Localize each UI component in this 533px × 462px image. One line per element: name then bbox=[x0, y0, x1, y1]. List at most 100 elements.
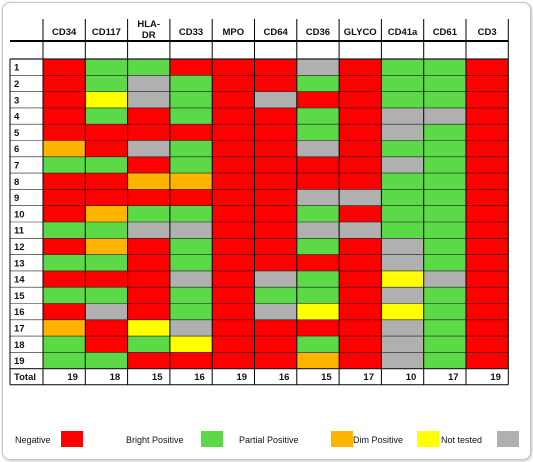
cell-row4-cd34 bbox=[43, 107, 86, 125]
column-header-cd41a: CD41a bbox=[388, 27, 418, 38]
cell-row9-mpo bbox=[212, 189, 255, 206]
cell-row19-cd61 bbox=[423, 352, 466, 369]
cell-row5-cd33 bbox=[169, 124, 213, 141]
cell-row10-cd64 bbox=[254, 205, 297, 222]
cell-row12-cd117 bbox=[85, 238, 128, 255]
cell-row9-cd61 bbox=[423, 189, 466, 206]
cell-row18-cd64 bbox=[254, 336, 297, 353]
cell-row1-cd3 bbox=[466, 59, 509, 76]
column-header-cd33: CD33 bbox=[179, 27, 203, 38]
cell-row6-cd117 bbox=[85, 140, 128, 157]
cell-row13-cd117 bbox=[85, 254, 128, 271]
cell-row6-cd34 bbox=[43, 140, 86, 157]
cell-row16-cd36 bbox=[296, 303, 340, 320]
cell-row5-cd34 bbox=[43, 124, 86, 141]
cell-row3-cd41a bbox=[381, 91, 424, 108]
cell-row11-cd64 bbox=[254, 222, 297, 239]
cell-row12-cd34 bbox=[43, 238, 86, 255]
cell-row9-cd117 bbox=[85, 189, 128, 206]
cell-row14-cd36 bbox=[296, 270, 340, 288]
cell-row19-cd64 bbox=[254, 352, 297, 369]
cell-row7-cd117 bbox=[85, 156, 128, 174]
cell-row16-cd64 bbox=[254, 303, 297, 320]
column-header-cd61: CD61 bbox=[433, 27, 458, 38]
cell-row2-cd64 bbox=[254, 75, 297, 92]
cell-row10-cd3 bbox=[466, 205, 509, 222]
cell-row8-cd34 bbox=[43, 173, 86, 190]
cell-row18-cd36 bbox=[296, 336, 340, 353]
cell-row15-cd36 bbox=[296, 287, 340, 304]
cell-row7-cd61 bbox=[423, 156, 466, 174]
cell-row15-hladr bbox=[127, 287, 170, 304]
cell-row10-glyco bbox=[339, 205, 382, 222]
cell-row19-cd34 bbox=[43, 352, 86, 369]
cell-row18-hladr bbox=[127, 336, 170, 353]
cell-row7-cd36 bbox=[296, 156, 340, 174]
cell-row13-mpo bbox=[212, 254, 255, 271]
cell-row12-cd61 bbox=[423, 238, 466, 255]
cell-row14-mpo bbox=[212, 270, 255, 288]
cell-row2-mpo bbox=[212, 75, 255, 92]
row-label-8: 8 bbox=[14, 177, 19, 188]
cell-row11-cd36 bbox=[296, 222, 340, 239]
cell-row3-cd64 bbox=[254, 91, 297, 108]
cell-row3-hladr bbox=[127, 91, 170, 108]
cell-row11-hladr bbox=[127, 222, 170, 239]
cell-row2-cd61 bbox=[423, 75, 466, 92]
column-header-cd117: CD117 bbox=[92, 27, 121, 38]
legend-swatch-not-tested bbox=[497, 431, 519, 447]
cell-row1-cd61 bbox=[423, 59, 466, 76]
cell-row18-mpo bbox=[212, 336, 255, 353]
cell-row6-mpo bbox=[212, 140, 255, 157]
cell-row8-cd36 bbox=[296, 173, 340, 190]
legend-label-bright-positive: Bright Positive bbox=[126, 435, 184, 445]
cell-row18-glyco bbox=[339, 336, 382, 353]
cell-row4-cd33 bbox=[169, 107, 213, 125]
cell-row16-cd3 bbox=[466, 303, 509, 320]
cell-row4-cd117 bbox=[85, 107, 128, 125]
cell-row17-cd33 bbox=[169, 319, 213, 337]
row-label-12: 12 bbox=[14, 242, 25, 253]
cell-row19-cd117 bbox=[85, 352, 128, 369]
cell-row6-cd41a bbox=[381, 140, 424, 157]
row-label-15: 15 bbox=[14, 291, 25, 302]
cell-row11-cd117 bbox=[85, 222, 128, 239]
cell-row9-cd3 bbox=[466, 189, 509, 206]
cell-row17-hladr bbox=[127, 319, 170, 337]
cell-row17-cd41a bbox=[381, 319, 424, 337]
cell-row3-cd3 bbox=[466, 91, 509, 108]
cell-row12-hladr bbox=[127, 238, 170, 255]
cell-row15-cd33 bbox=[169, 287, 213, 304]
total-value-cd61: 17 bbox=[448, 372, 459, 383]
row-label-11: 11 bbox=[14, 226, 25, 237]
cell-row19-mpo bbox=[212, 352, 255, 369]
column-header-cd64: CD64 bbox=[264, 27, 289, 38]
cell-row17-cd117 bbox=[85, 319, 128, 337]
cell-row19-cd41a bbox=[381, 352, 424, 369]
row-label-2: 2 bbox=[14, 79, 19, 90]
cell-row4-cd36 bbox=[296, 107, 340, 125]
cell-row2-cd36 bbox=[296, 75, 340, 92]
cell-row15-cd41a bbox=[381, 287, 424, 304]
cell-row12-cd3 bbox=[466, 238, 509, 255]
total-label: Total bbox=[14, 372, 36, 383]
cell-row2-cd33 bbox=[169, 75, 213, 92]
cell-row19-glyco bbox=[339, 352, 382, 369]
cell-row13-cd36 bbox=[296, 254, 340, 271]
cell-row5-cd41a bbox=[381, 124, 424, 141]
total-value-mpo: 19 bbox=[237, 372, 248, 383]
cell-row17-glyco bbox=[339, 319, 382, 337]
total-value-cd64: 16 bbox=[279, 372, 290, 383]
cell-row5-cd117 bbox=[85, 124, 128, 141]
cell-row17-cd64 bbox=[254, 319, 297, 337]
cell-row10-cd34 bbox=[43, 205, 86, 222]
row-label-10: 10 bbox=[14, 209, 25, 220]
cell-row10-cd36 bbox=[296, 205, 340, 222]
cell-row1-cd34 bbox=[43, 59, 86, 76]
cell-row16-cd34 bbox=[43, 303, 86, 320]
cell-row2-cd34 bbox=[43, 75, 86, 92]
cell-row1-glyco bbox=[339, 59, 382, 76]
cell-row14-hladr bbox=[127, 270, 170, 288]
legend-swatch-bright-positive bbox=[201, 431, 223, 447]
